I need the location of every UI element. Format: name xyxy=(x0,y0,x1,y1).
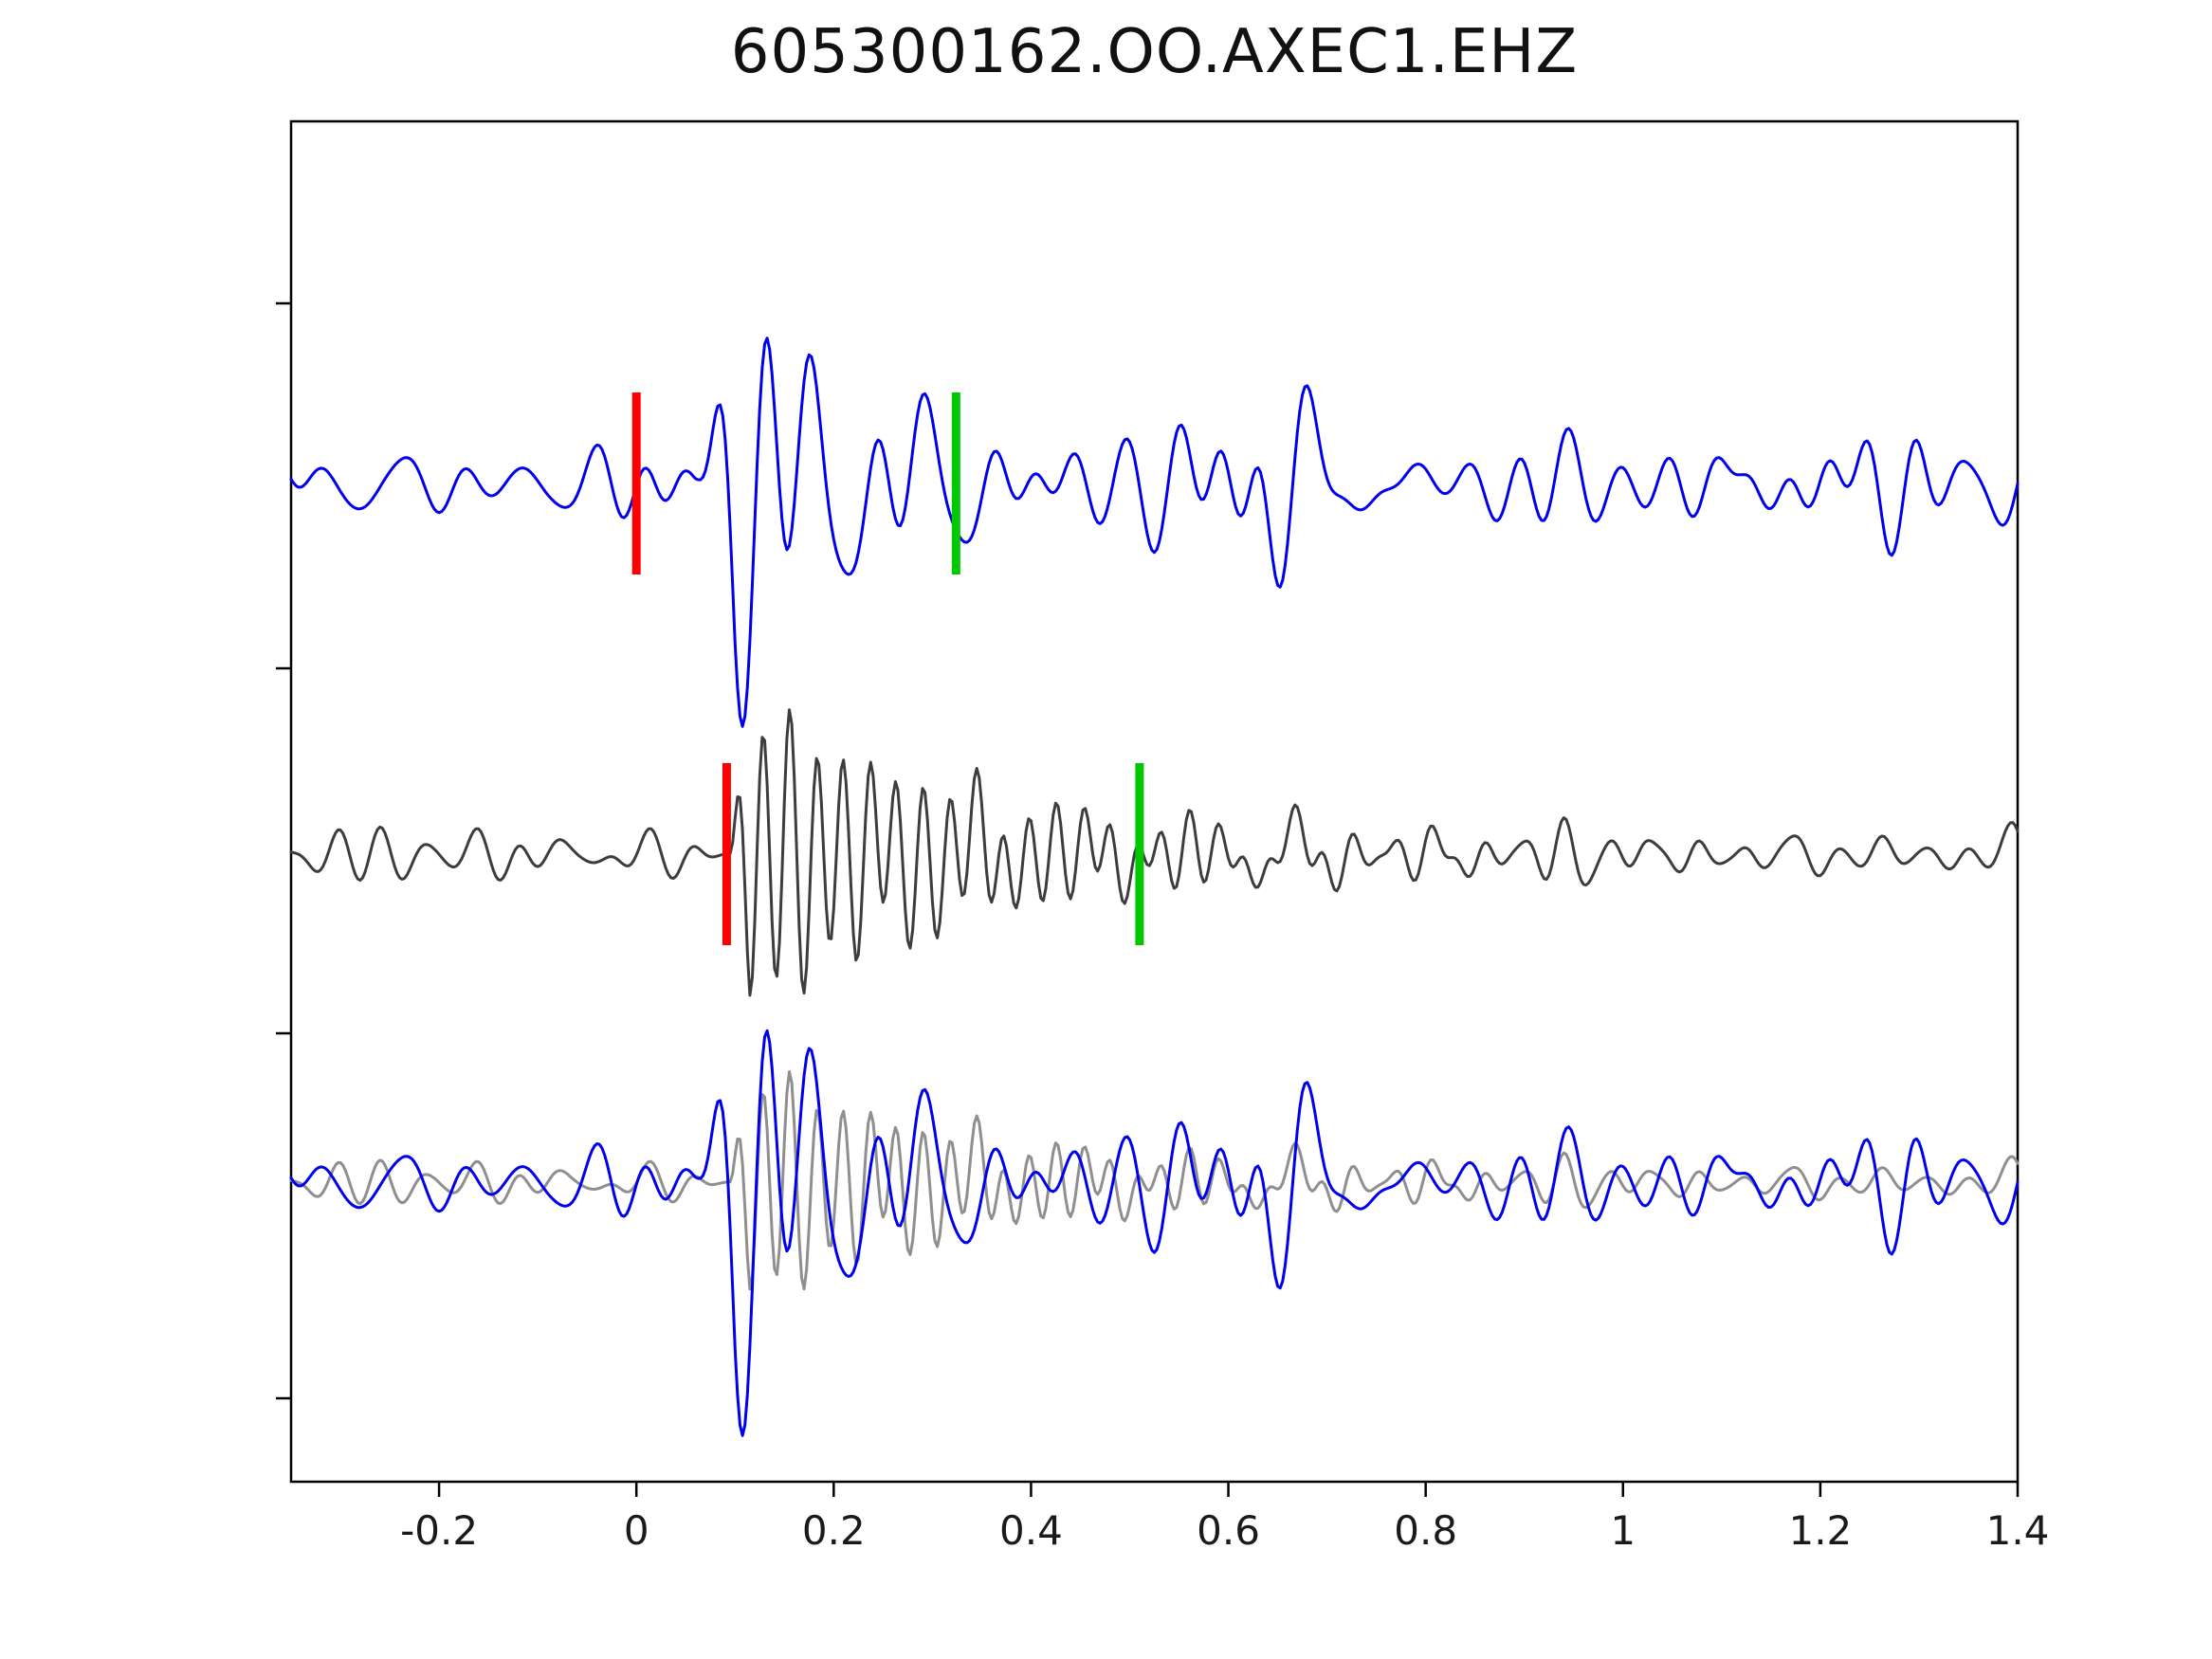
pick-red-marker xyxy=(722,763,731,945)
pick-green-marker xyxy=(1135,763,1144,945)
x-tick-label: -0.2 xyxy=(400,1507,478,1554)
axes-box xyxy=(289,119,2020,1484)
pick-green-marker xyxy=(951,392,960,574)
pick-red-marker xyxy=(631,392,641,574)
x-tick-label: 0.8 xyxy=(1394,1507,1457,1554)
x-tick-label: 0.6 xyxy=(1197,1507,1260,1554)
waveform-overlay-detection xyxy=(289,1029,2020,1437)
x-tick-label: 1.2 xyxy=(1788,1507,1852,1554)
figure-title: 605300162.OO.AXEC1.EHZ xyxy=(730,17,1579,87)
waveform-template-1108614 xyxy=(289,708,2020,997)
waveform-detection-605300162 xyxy=(289,337,2020,728)
x-tick-label: 0.2 xyxy=(802,1507,866,1554)
x-tick-label: 0 xyxy=(624,1507,649,1554)
x-tick-label: 0.4 xyxy=(999,1507,1063,1554)
waveform-overlay-template xyxy=(289,1070,2020,1291)
x-tick-label: 1.4 xyxy=(1986,1507,2050,1554)
x-tick-label: 1 xyxy=(1610,1507,1636,1554)
